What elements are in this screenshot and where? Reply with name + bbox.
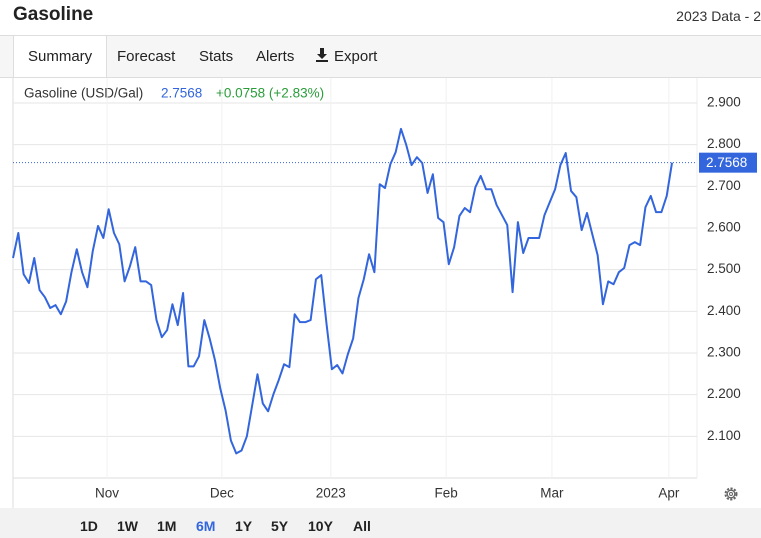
settings-icon[interactable] xyxy=(724,487,738,501)
legend: Gasoline (USD/Gal) 2.7568 +0.0758 (+2.83… xyxy=(24,86,324,101)
export-glyph xyxy=(316,48,328,62)
range-button[interactable]: 1D xyxy=(80,518,98,534)
tab[interactable]: Summary xyxy=(13,36,108,77)
x-tick-label: Feb xyxy=(435,486,458,501)
range-bar: 1D 1W 1M 6M 1Y 5Y 10Y All xyxy=(0,508,761,538)
y-tick-label: 2.200 xyxy=(707,386,741,401)
gear-teeth xyxy=(724,487,738,501)
tab[interactable]: Export xyxy=(334,48,378,65)
x-tick-label: Nov xyxy=(95,486,119,501)
legend-name: Gasoline (USD/Gal) xyxy=(24,86,143,101)
header: Gasoline 2023 Data - 2 xyxy=(0,0,761,36)
range-button[interactable]: All xyxy=(353,518,371,534)
last-value-box xyxy=(699,152,757,173)
y-tick-label: 2.100 xyxy=(707,428,741,443)
tab[interactable]: Stats xyxy=(199,48,234,65)
last-value-label: 2.7568 xyxy=(706,155,747,170)
y-tick-label: 2.700 xyxy=(707,178,741,193)
gear-hole xyxy=(729,492,733,496)
range-button[interactable]: 5Y xyxy=(271,518,289,534)
y-tick-label: 2.400 xyxy=(707,303,741,318)
y-tick-label: 2.800 xyxy=(707,136,741,151)
range-button[interactable]: 10Y xyxy=(308,518,333,534)
edition-label: 2023 Data - 2 xyxy=(676,8,761,24)
x-tick-label: 2023 xyxy=(316,486,346,501)
legend-change: +0.0758 (+2.83%) xyxy=(216,86,324,101)
y-tick-label: 2.900 xyxy=(707,95,741,110)
range-button[interactable]: 1Y xyxy=(235,518,253,534)
gear-body xyxy=(726,489,736,499)
range-button[interactable]: 6M xyxy=(196,518,216,534)
range-button[interactable]: 1M xyxy=(157,518,177,534)
tab[interactable]: Alerts xyxy=(256,48,295,65)
x-tick-label: Dec xyxy=(210,486,234,501)
x-tick-label: Apr xyxy=(658,486,680,501)
y-tick-label: 2.600 xyxy=(707,220,741,235)
y-tick-label: 2.500 xyxy=(707,261,741,276)
tab[interactable]: Forecast xyxy=(117,48,176,65)
tab-bar: Summary Forecast Stats Alerts Export xyxy=(0,36,761,78)
export-icon xyxy=(316,48,328,62)
y-tick-label: 2.300 xyxy=(707,345,741,360)
x-tick-label: Mar xyxy=(540,486,564,501)
range-button[interactable]: 1W xyxy=(117,518,138,534)
legend-value: 2.7568 xyxy=(161,86,202,101)
page-title: Gasoline xyxy=(13,4,94,25)
price-line xyxy=(12,127,674,455)
